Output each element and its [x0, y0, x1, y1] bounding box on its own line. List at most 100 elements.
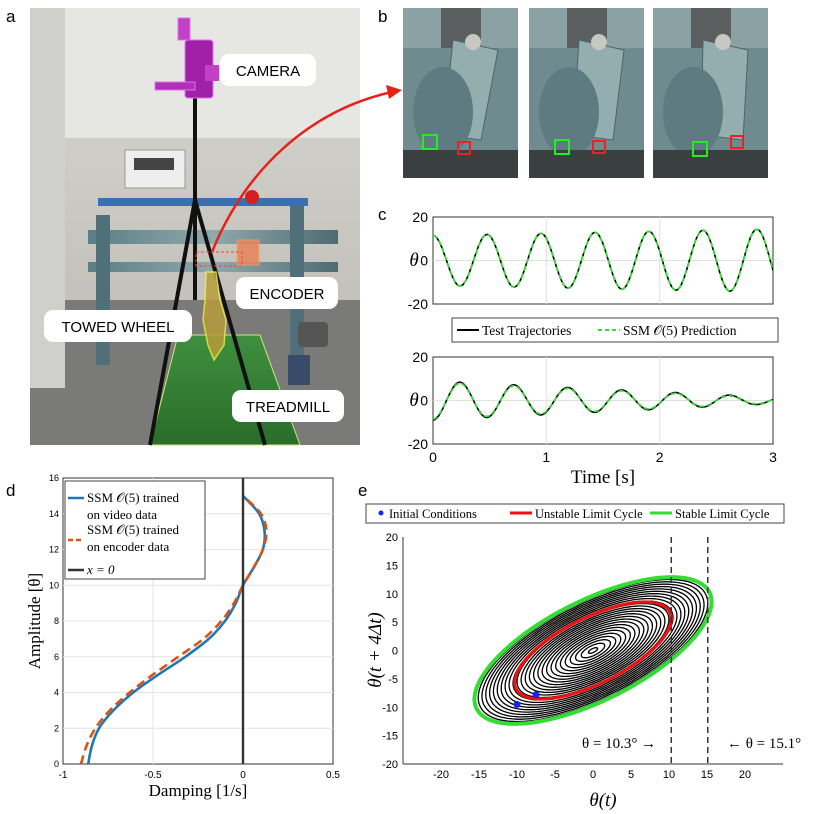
chart-e-trajectory: [504, 595, 682, 706]
chart-c-ytick-label: 0: [420, 393, 428, 409]
callout-towed-wheel: TOWED WHEEL: [44, 310, 192, 342]
chart-e-trajectory: [541, 618, 645, 683]
chart-e-ytick-label: -10: [382, 702, 398, 714]
chart-e-xtick-label: 10: [663, 769, 675, 781]
chart-e-xtick-label: -5: [550, 769, 560, 781]
chart-e-initial-condition: [532, 691, 540, 699]
chart-e-ytick-label: -20: [382, 759, 398, 771]
camera-highlight: [154, 17, 219, 99]
chart-e-ytick-label: 5: [392, 617, 398, 629]
chart-e-xtick-label: -15: [471, 769, 487, 781]
chart-c-legend-item-1: SSM 𝒪(5) Prediction: [623, 323, 737, 338]
chart-e-trajectory: [564, 632, 622, 669]
chart-e-ytick-label: 20: [386, 532, 398, 544]
chart-c: 200-20 θ Test Trajectories SSM 𝒪(5) Pred…: [408, 209, 779, 488]
chart-c-legend-item-0: Test Trajectories: [482, 323, 571, 338]
chart-c-series-1: [433, 228, 773, 293]
chart-e-trajectory: [485, 583, 701, 718]
chart-d-xtick-label: -1: [59, 770, 68, 781]
chart-d-ytick-label: 8: [54, 616, 59, 626]
chart-e-unstable-limit-cycle: [513, 600, 673, 701]
chart-e-legend-item-2: Stable Limit Cycle: [675, 507, 770, 521]
chart-c-xlabel: Time [s]: [571, 467, 635, 488]
chart-c-ytick-label: -20: [408, 436, 428, 452]
callout-camera-label: CAMERA: [236, 63, 300, 80]
chart-e-initial-condition: [513, 700, 521, 708]
chart-e-trajectory: [488, 585, 698, 716]
chart-e-trajectory: [520, 605, 666, 696]
chart-c-xtick-label: 3: [769, 449, 777, 465]
callout-encoder: ENCODER: [236, 277, 338, 309]
chart-e-trajectory: [524, 607, 662, 694]
chart-e-xtick-label: 0: [590, 769, 596, 781]
chart-e-ylabel: θ(t + 4Δt): [365, 612, 386, 688]
chart-e-ytick-label: 10: [386, 589, 398, 601]
chart-e-trajectory: [481, 581, 705, 720]
chart-e-trajectory: [532, 613, 654, 688]
chart-c-xtick-label: 2: [656, 449, 664, 465]
chart-e-ytick-label: 0: [392, 646, 398, 658]
chart-e-ytick-label: -5: [388, 674, 398, 686]
callout-treadmill-label: TREADMILL: [246, 399, 330, 416]
chart-e-trajectory: [550, 623, 636, 678]
chart-e-trajectory: [574, 639, 612, 662]
chart-d-ytick-label: 10: [49, 580, 59, 590]
chart-e-ytick-label: -15: [382, 731, 398, 743]
video-frame-0: [403, 8, 518, 178]
zoom-arrow-head: [386, 85, 402, 99]
encoder-highlight: [195, 239, 260, 267]
green-marker-1: [554, 139, 570, 155]
chart-d-ytick-label: 14: [49, 509, 59, 519]
chart-e-trajectory: [555, 626, 631, 675]
chart-e-xtick-label: -20: [433, 769, 449, 781]
chart-d-legend-item-2: x = 0: [86, 562, 115, 577]
panel-label-d: d: [6, 481, 15, 500]
video-frame-2: [653, 8, 768, 178]
chart-e-xlabel: θ(t): [589, 790, 616, 811]
chart-e-trajectory: [580, 642, 606, 659]
panel-label-c: c: [378, 205, 387, 224]
chart-e-ytick-label: 15: [386, 560, 398, 572]
chart-d-series-1: [79, 494, 268, 764]
callout-camera: CAMERA: [220, 54, 316, 86]
callout-encoder-label: ENCODER: [249, 286, 324, 303]
chart-e-xtick-label: 15: [701, 769, 713, 781]
chart-d-xlabel: Damping [1/s]: [149, 781, 248, 800]
chart-c-ytick-label: 20: [412, 209, 428, 225]
chart-e-trajectory: [496, 590, 690, 711]
chart-d-ylabel: Amplitude [θ]: [25, 573, 44, 669]
chart-d: -1 -0.5 0 0.5 0 2 4 6 8 10 12 14 16 Damping [1/s] Am…: [25, 473, 340, 800]
chart-e-xtick-label: 20: [739, 769, 751, 781]
chart-d-xtick-label: 0.5: [326, 770, 340, 781]
red-marker-1: [592, 140, 606, 154]
chart-e-xtick-label: -10: [509, 769, 525, 781]
video-frame-1: [529, 8, 644, 178]
chart-d-ytick-label: 16: [49, 473, 59, 483]
chart-e-trajectory: [545, 621, 641, 680]
chart-d-ytick-label: 4: [54, 688, 59, 698]
chart-c-ytick-label: 0: [420, 253, 428, 269]
chart-d-ytick-label: 0: [54, 759, 59, 769]
chart-e-vline-label-0: θ = 10.3° →: [582, 736, 656, 752]
video-frames: [403, 8, 768, 178]
chart-e-vline-label-1: ← θ = 15.1°: [727, 736, 801, 752]
towed-wheel-highlight: [202, 271, 227, 362]
chart-e-legend: Initial Conditions Unstable Limit Cycle …: [365, 503, 785, 524]
chart-d-ytick-label: 6: [54, 652, 59, 662]
chart-c-ytick-label: 20: [412, 349, 428, 365]
chart-d-legend-item-1: SSM 𝒪(5) trained on encoder data: [87, 522, 179, 554]
chart-c-xtick-label: 1: [542, 449, 550, 465]
chart-e-trajectory: [492, 588, 694, 713]
chart-e-trajectory: [569, 635, 617, 666]
chart-e-legend-item-1: Unstable Limit Cycle: [535, 507, 643, 521]
panel-label-a: a: [6, 7, 16, 26]
green-marker-0: [422, 134, 438, 150]
chart-c-series-1: [433, 382, 773, 420]
chart-c-ytick-label: -20: [408, 296, 428, 312]
chart-c-xtick-label: 0: [429, 449, 437, 465]
chart-d-xtick-label: 0: [240, 770, 246, 781]
panel-label-e: e: [358, 481, 367, 500]
red-marker-0: [457, 141, 471, 155]
zoom-arrow: [210, 90, 393, 253]
